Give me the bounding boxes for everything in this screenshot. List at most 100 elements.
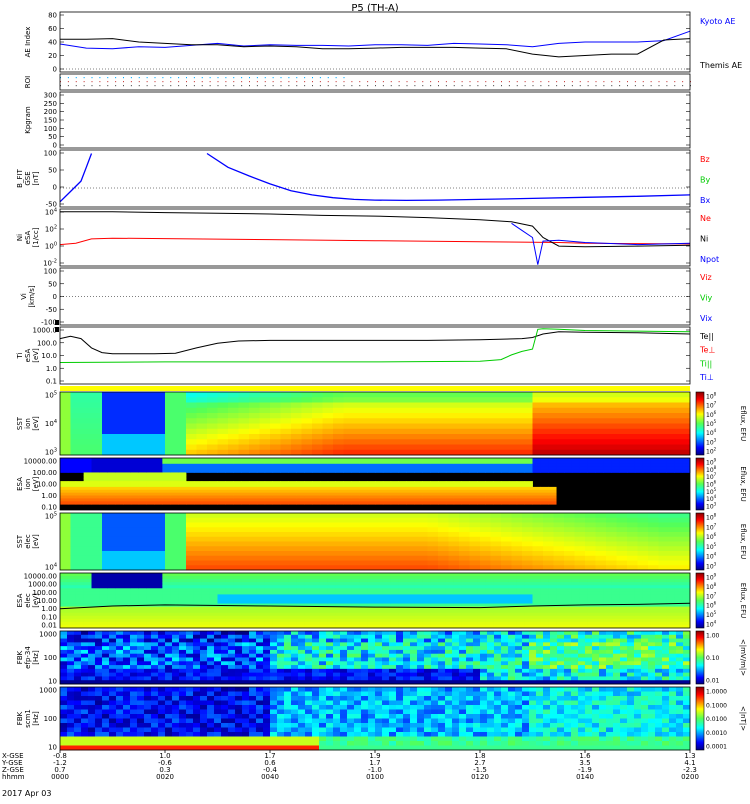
- spectrogram-cell: [659, 523, 670, 528]
- spectrogram-cell: [470, 464, 478, 467]
- spectrogram-cell: [165, 551, 176, 556]
- spectrogram-cell: [162, 472, 170, 475]
- spectrogram-cell: [319, 631, 326, 635]
- spectrogram-cell: [493, 616, 501, 619]
- spectrogram-cell: [210, 470, 218, 473]
- spectrogram-cell: [137, 676, 144, 680]
- spectrogram-cell: [288, 464, 296, 467]
- spectrogram-cell: [430, 622, 438, 625]
- spectrogram-cell: [648, 429, 659, 435]
- spectrogram-cell: [123, 579, 131, 582]
- spectrogram-cell: [281, 561, 292, 566]
- spectrogram-cell: [107, 501, 115, 504]
- spectrogram-cell: [257, 585, 265, 588]
- spectrogram-cell: [543, 513, 554, 518]
- spectrogram-cell: [102, 561, 113, 566]
- spectrogram-cell: [470, 450, 481, 456]
- spectrogram-cell: [396, 434, 407, 440]
- spectrogram-cell: [228, 445, 239, 451]
- spectrogram-cell: [477, 490, 485, 493]
- spectrogram-cell: [575, 532, 586, 537]
- spectrogram-cell: [107, 467, 115, 470]
- spectrogram-cell: [422, 579, 430, 582]
- spectrogram-cell: [60, 661, 67, 665]
- spectrogram-cell: [407, 542, 418, 547]
- spectrogram-cell: [144, 537, 155, 542]
- spectrogram-cell: [102, 397, 113, 403]
- spectrogram-cell: [113, 413, 124, 419]
- spectrogram-cell: [257, 573, 265, 576]
- spectrogram-cell: [81, 669, 88, 673]
- spectrogram-cell: [319, 654, 326, 658]
- spectrogram-cell: [291, 413, 302, 419]
- spectrogram-cell: [165, 523, 176, 528]
- spectrogram-cell: [260, 429, 271, 435]
- spectrogram-cell: [81, 654, 88, 658]
- legend-density-entry: Npot: [700, 255, 719, 264]
- spectrogram-cell: [92, 573, 100, 576]
- spectrogram-cell: [344, 588, 352, 591]
- spectrogram-cell: [228, 673, 235, 677]
- spectrogram-cell: [533, 613, 541, 616]
- spectrogram-cell: [68, 467, 76, 470]
- spectrogram-cell: [682, 582, 690, 585]
- spectrogram-cell: [170, 487, 178, 490]
- spectrogram-cell: [186, 501, 194, 504]
- spectrogram-cell: [256, 646, 263, 650]
- spectrogram-cell: [233, 585, 241, 588]
- spectrogram-cell: [417, 450, 428, 456]
- spectrogram-cell: [323, 561, 334, 566]
- spectrogram-cell: [102, 439, 113, 445]
- spectrogram-cell: [375, 450, 386, 456]
- roi-dot: [186, 85, 187, 86]
- spectrogram-cell: [296, 607, 304, 610]
- spectrogram-cell: [312, 501, 320, 504]
- spectrogram-cell: [501, 408, 512, 414]
- spectrogram-cell: [144, 408, 155, 414]
- spectrogram-cell: [533, 573, 541, 576]
- spectrogram-cell: [375, 527, 386, 532]
- spectrogram-cell: [480, 413, 491, 419]
- spectrogram-cell: [194, 467, 202, 470]
- spectrogram-cell: [430, 493, 438, 496]
- spectrogram-cell: [627, 591, 635, 594]
- spectrogram-cell: [218, 493, 226, 496]
- spectrogram-cell: [548, 496, 556, 499]
- spectrogram-cell: [627, 537, 638, 542]
- spectrogram-cell: [130, 639, 137, 643]
- spectrogram-cell: [386, 392, 397, 398]
- spectrogram-cell: [92, 490, 100, 493]
- spectrogram-cell: [179, 673, 186, 677]
- spectrogram-cell: [459, 561, 470, 566]
- roi-dot: [304, 77, 305, 78]
- spectrogram-cell: [194, 470, 202, 473]
- spectrogram-cell: [242, 639, 249, 643]
- spectrogram-cell: [485, 461, 493, 464]
- spectrogram-cell: [365, 429, 376, 435]
- spectrogram-cell: [438, 397, 449, 403]
- spectrogram-cell: [76, 591, 84, 594]
- spectrogram-cell: [281, 496, 289, 499]
- spectrogram-cell: [298, 669, 305, 673]
- spectrogram-cell: [344, 481, 352, 484]
- spectrogram-cell: [627, 622, 635, 625]
- roi-dot: [383, 85, 384, 86]
- spectrogram-cell: [480, 556, 491, 561]
- spectrogram-cell: [207, 518, 218, 523]
- spectrogram-cell: [179, 658, 186, 662]
- spectrogram-cell: [178, 461, 186, 464]
- spectrogram-cell: [241, 579, 249, 582]
- spectrogram-cell: [186, 397, 197, 403]
- spectrogram-cell: [210, 588, 218, 591]
- spectrogram-cell: [202, 461, 210, 464]
- spectrogram-cell: [422, 591, 430, 594]
- spectrogram-cell: [588, 616, 596, 619]
- spectrogram-cell: [533, 439, 544, 445]
- spectrogram-cell: [367, 601, 375, 604]
- spectrogram-cell: [291, 445, 302, 451]
- spectrogram-cell: [249, 434, 260, 440]
- spectrogram-cell: [485, 490, 493, 493]
- spectrogram-cell: [74, 661, 81, 665]
- spectrogram-cell: [588, 470, 596, 473]
- spectrogram-cell: [399, 493, 407, 496]
